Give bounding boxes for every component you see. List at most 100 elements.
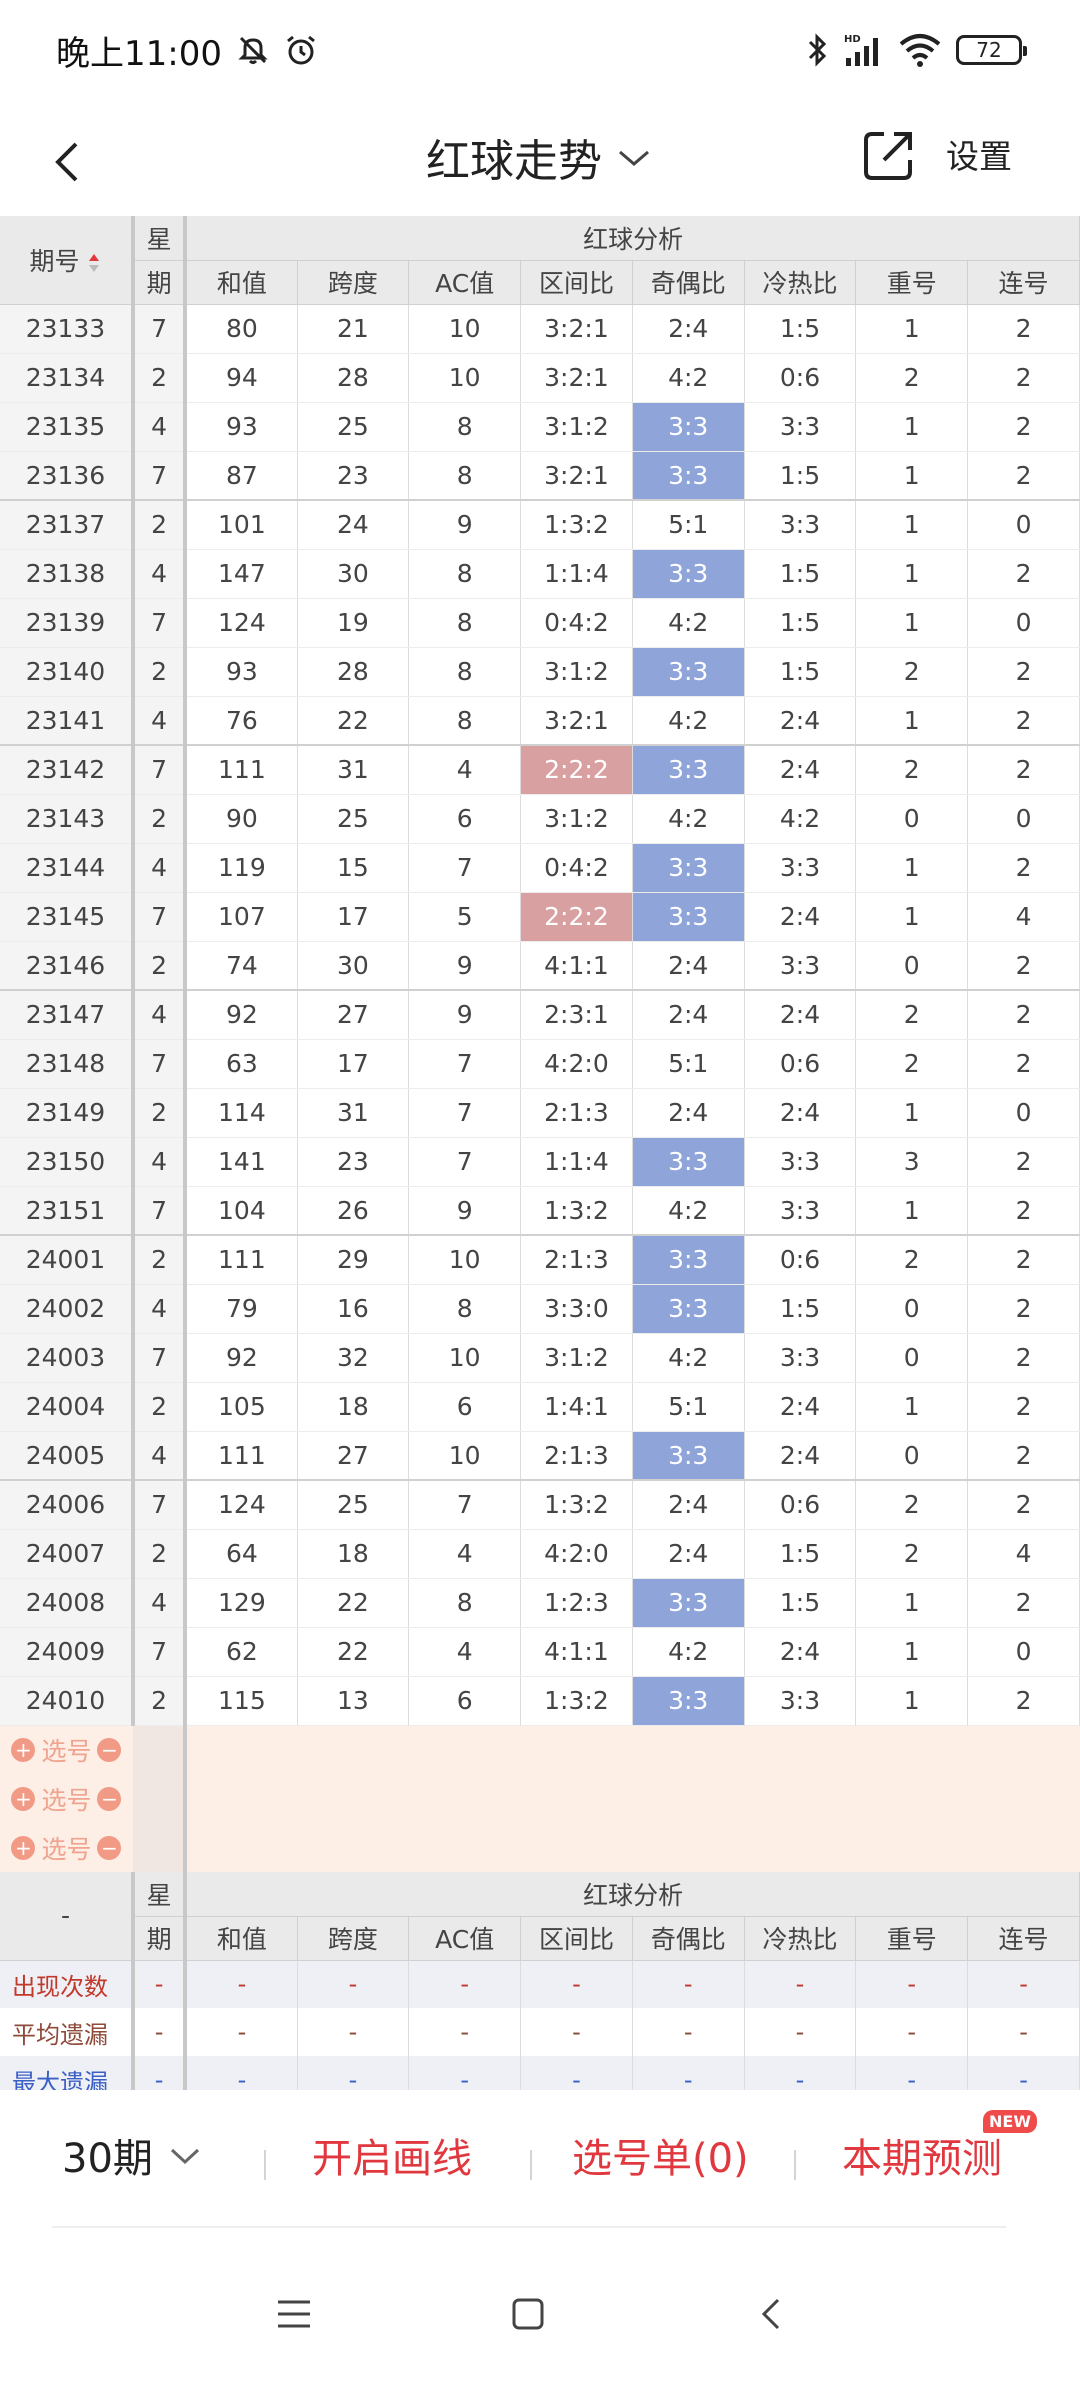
table-row[interactable]: 23139 7 124 19 8 0:4:2 4:2 1:5 1 0	[0, 598, 1080, 648]
value-cell: 17	[297, 892, 410, 942]
value-cell: 0:6	[744, 353, 857, 403]
data-column-header: 区间比	[520, 260, 633, 305]
value-cell: 1:3:2	[520, 1676, 633, 1726]
table-row[interactable]: 23146 2 74 30 9 4:1:1 2:4 3:3 0 2	[0, 941, 1080, 991]
weekday-cell: 7	[132, 1186, 188, 1236]
stats-value-cell: -	[520, 2008, 633, 2056]
add-icon[interactable]: +	[11, 1835, 36, 1860]
select-area[interactable]	[185, 1774, 1080, 1823]
remove-icon[interactable]: −	[97, 1737, 122, 1762]
value-cell: 2:4	[632, 1529, 745, 1579]
table-row[interactable]: 23138 4 147 30 8 1:1:4 3:3 1:5 1 2	[0, 549, 1080, 599]
remove-icon[interactable]: −	[97, 1835, 122, 1860]
chevron-down-icon	[619, 150, 649, 166]
table-row[interactable]: 23145 7 107 17 5 2:2:2 3:3 2:4 1 4	[0, 892, 1080, 942]
table-row[interactable]: 23149 2 114 31 7 2:1:3 2:4 2:4 1 0	[0, 1088, 1080, 1138]
table-row[interactable]: 24007 2 64 18 4 4:2:0 2:4 1:5 2 4	[0, 1529, 1080, 1579]
mute-icon	[238, 36, 268, 64]
nav-back-button[interactable]	[740, 2282, 804, 2346]
value-cell: 3:3	[632, 892, 745, 942]
value-cell: 26	[297, 1186, 410, 1236]
table-row[interactable]: 23133 7 80 21 10 3:2:1 2:4 1:5 1 2	[0, 304, 1080, 354]
value-cell: 115	[185, 1676, 298, 1726]
value-cell: 4:2	[632, 353, 745, 403]
select-area[interactable]	[185, 1725, 1080, 1774]
title-dropdown[interactable]: 红球走势	[0, 122, 1080, 192]
period-selector[interactable]: 30期	[62, 2126, 203, 2184]
draw-line-button[interactable]: 开启画线	[312, 2136, 472, 2182]
table-row[interactable]: 24004 2 105 18 6 1:4:1 5:1 2:4 1 2	[0, 1382, 1080, 1432]
table-row[interactable]: 23147 4 92 27 9 2:3:1 2:4 2:4 2 2	[0, 989, 1080, 1040]
table-row[interactable]: 24008 4 129 22 8 1:2:3 3:3 1:5 1 2	[0, 1578, 1080, 1628]
select-label[interactable]: 选号	[41, 1736, 92, 1766]
table-row[interactable]: 24002 4 79 16 8 3:3:0 3:3 1:5 0 2	[0, 1284, 1080, 1334]
stats-column-header: 奇偶比	[632, 1916, 745, 1961]
value-cell: 87	[185, 451, 298, 501]
value-cell: 2:4	[744, 1431, 857, 1481]
table-row[interactable]: 24003 7 92 32 10 3:1:2 4:2 3:3 0 2	[0, 1333, 1080, 1383]
value-cell: 124	[185, 598, 298, 648]
selection-list-button[interactable]: 选号单(0)	[572, 2136, 749, 2182]
stats-value-cell: -	[744, 2008, 857, 2056]
table-row[interactable]: 23140 2 93 28 8 3:1:2 3:3 1:5 2 2	[0, 647, 1080, 697]
prediction-button[interactable]: 本期预测	[842, 2136, 1002, 2182]
issue-number-cell: 24004	[0, 1382, 135, 1432]
value-cell: 114	[185, 1088, 298, 1138]
id-column-header[interactable]: 期号	[0, 216, 135, 305]
value-cell: 0	[855, 794, 969, 844]
battery-icon: 72	[956, 35, 1027, 65]
table-row[interactable]: 24005 4 111 27 10 2:1:3 3:3 2:4 0 2	[0, 1431, 1080, 1481]
select-label[interactable]: 选号	[41, 1834, 92, 1864]
value-cell: 10	[408, 1333, 522, 1383]
select-area[interactable]	[185, 1823, 1080, 1872]
table-row[interactable]: 23141 4 76 22 8 3:2:1 4:2 2:4 1 2	[0, 696, 1080, 746]
value-cell: 80	[185, 304, 298, 354]
value-cell: 3:3	[632, 1234, 745, 1285]
value-cell: 2	[855, 744, 969, 795]
table-row[interactable]: 24006 7 124 25 7 1:3:2 2:4 0:6 2 2	[0, 1479, 1080, 1530]
table-row[interactable]: 23148 7 63 17 7 4:2:0 5:1 0:6 2 2	[0, 1039, 1080, 1089]
table-row[interactable]: 23137 2 101 24 9 1:3:2 5:1 3:3 1 0	[0, 499, 1080, 550]
settings-button[interactable]: 设置	[946, 137, 1012, 176]
value-cell: 1	[855, 1088, 969, 1138]
value-cell: 3:2:1	[520, 304, 633, 354]
data-column-header: 奇偶比	[632, 260, 745, 305]
id-header-label: 期号	[29, 246, 80, 276]
table-row[interactable]: 23151 7 104 26 9 1:3:2 4:2 3:3 1 2	[0, 1186, 1080, 1236]
table-row[interactable]: 23150 4 141 23 7 1:1:4 3:3 3:3 3 2	[0, 1137, 1080, 1187]
nav-menu-button[interactable]	[262, 2282, 326, 2346]
table-row[interactable]: 24001 2 111 29 10 2:1:3 3:3 0:6 2 2	[0, 1234, 1080, 1285]
value-cell: 2:3:1	[520, 989, 633, 1040]
back-button[interactable]	[30, 122, 110, 202]
weekday-cell: 2	[132, 1088, 188, 1138]
table-row[interactable]: 24010 2 115 13 6 1:3:2 3:3 3:3 1 2	[0, 1676, 1080, 1726]
value-cell: 29	[297, 1234, 410, 1285]
issue-number-cell: 23150	[0, 1137, 135, 1187]
value-cell: 5:1	[632, 1039, 745, 1089]
share-button[interactable]	[858, 124, 920, 186]
table-row[interactable]: 23136 7 87 23 8 3:2:1 3:3 1:5 1 2	[0, 451, 1080, 501]
weekday-cell: 2	[132, 941, 188, 991]
nav-home-button[interactable]	[496, 2282, 560, 2346]
value-cell: 4:1:1	[520, 941, 633, 991]
value-cell: 93	[185, 647, 298, 697]
value-cell: 0	[967, 499, 1080, 550]
stats-value-cell: -	[967, 1960, 1080, 2008]
table-row[interactable]: 24009 7 62 22 4 4:1:1 4:2 2:4 1 0	[0, 1627, 1080, 1677]
stats-column-header: AC值	[408, 1916, 522, 1961]
trend-table[interactable]: 期号 星 红球分析 期 和值 跨度 AC值 区间比 奇偶比 冷热比 重号 连号 23133 7 8…	[0, 216, 1080, 2138]
value-cell: 28	[297, 647, 410, 697]
value-cell: 19	[297, 598, 410, 648]
table-row[interactable]: 23144 4 119 15 7 0:4:2 3:3 3:3 1 2	[0, 843, 1080, 893]
table-row[interactable]: 23134 2 94 28 10 3:2:1 4:2 0:6 2 2	[0, 353, 1080, 403]
weekday-cell: 7	[132, 892, 188, 942]
value-cell: 63	[185, 1039, 298, 1089]
table-row[interactable]: 23143 2 90 25 6 3:1:2 4:2 4:2 0 0	[0, 794, 1080, 844]
remove-icon[interactable]: −	[97, 1786, 122, 1811]
add-icon[interactable]: +	[11, 1737, 36, 1762]
add-icon[interactable]: +	[11, 1786, 36, 1811]
table-row[interactable]: 23142 7 111 31 4 2:2:2 3:3 2:4 2 2	[0, 744, 1080, 795]
table-row[interactable]: 23135 4 93 25 8 3:1:2 3:3 3:3 1 2	[0, 402, 1080, 452]
select-label[interactable]: 选号	[41, 1785, 92, 1815]
value-cell: 1	[855, 1186, 969, 1236]
